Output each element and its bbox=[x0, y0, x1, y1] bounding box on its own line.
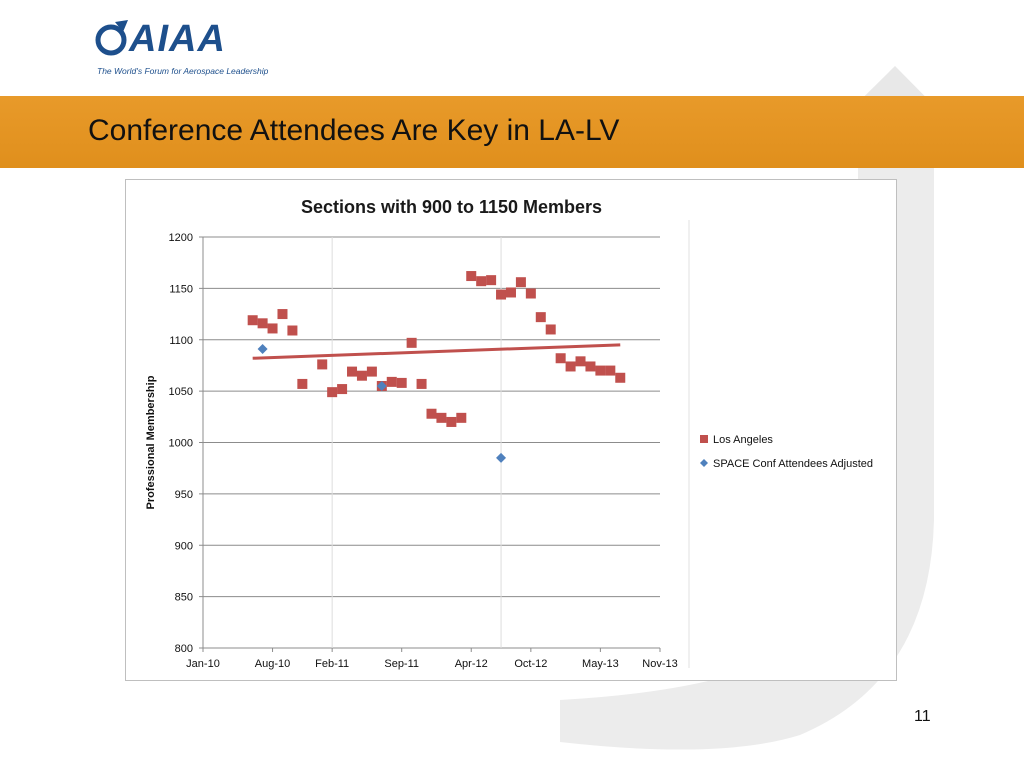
data-point-space-conf bbox=[376, 380, 387, 391]
data-point-los-angeles bbox=[545, 324, 556, 335]
data-point-los-angeles bbox=[486, 275, 497, 286]
trendline bbox=[252, 343, 621, 360]
data-point-los-angeles bbox=[496, 289, 507, 300]
y-tick-label: 850 bbox=[175, 592, 193, 604]
data-point-los-angeles bbox=[396, 377, 407, 388]
data-point-los-angeles bbox=[505, 287, 516, 298]
x-tick-label: Sep-11 bbox=[384, 658, 419, 670]
legend-marker-los-angeles bbox=[700, 435, 708, 443]
legend-label-space-conf: SPACE Conf Attendees Adjusted bbox=[713, 458, 873, 470]
data-point-los-angeles bbox=[525, 288, 536, 299]
data-point-los-angeles bbox=[267, 323, 278, 334]
x-tick-label: Apr-12 bbox=[455, 658, 488, 670]
data-point-los-angeles bbox=[456, 412, 467, 423]
data-point-los-angeles bbox=[356, 370, 367, 381]
data-point-los-angeles bbox=[406, 337, 417, 348]
data-point-los-angeles bbox=[585, 361, 596, 372]
x-tick-label: May-13 bbox=[582, 658, 619, 670]
data-point-los-angeles bbox=[416, 378, 427, 389]
y-tick-label: 1200 bbox=[169, 232, 193, 244]
data-point-los-angeles bbox=[555, 353, 566, 364]
data-point-los-angeles bbox=[426, 408, 437, 419]
aiaa-logo-mark-icon bbox=[95, 20, 128, 56]
scatter-chart: Sections with 900 to 1150 Members 800 850 9… bbox=[145, 197, 873, 670]
data-point-los-angeles bbox=[287, 325, 298, 336]
data-point-los-angeles bbox=[535, 312, 546, 323]
title-band bbox=[0, 96, 1024, 168]
data-point-los-angeles bbox=[565, 361, 576, 372]
data-point-los-angeles bbox=[317, 359, 328, 370]
slide-title: Conference Attendees Are Key in LA-LV bbox=[88, 114, 620, 147]
y-tick-label: 800 bbox=[175, 643, 193, 655]
data-point-los-angeles bbox=[386, 376, 397, 387]
x-tick-label: Jan-10 bbox=[186, 658, 220, 670]
x-tick-label: Oct-12 bbox=[514, 658, 547, 670]
logo-text: AIAA bbox=[129, 18, 226, 60]
data-point-los-angeles bbox=[277, 309, 288, 320]
data-point-los-angeles bbox=[515, 277, 526, 288]
y-tick-label: 1150 bbox=[169, 283, 193, 295]
y-axis-label: Professional Membership bbox=[145, 375, 157, 509]
data-point-los-angeles bbox=[257, 318, 268, 329]
logo-tagline: The World's Forum for Aerospace Leadersh… bbox=[97, 66, 269, 76]
y-tick-label: 1100 bbox=[169, 335, 193, 347]
y-tick-label: 1050 bbox=[169, 386, 193, 398]
x-tick-label: Nov-13 bbox=[642, 658, 677, 670]
data-point-los-angeles bbox=[297, 378, 308, 389]
data-point-los-angeles bbox=[347, 366, 358, 377]
aiaa-logo: AIAA The World's Forum for Aerospace Lea… bbox=[95, 18, 269, 80]
data-point-los-angeles bbox=[476, 276, 487, 287]
x-tick-label: Aug-10 bbox=[255, 658, 290, 670]
y-tick-label: 950 bbox=[175, 489, 193, 501]
chart-title: Sections with 900 to 1150 Members bbox=[301, 197, 602, 217]
legend-label-los-angeles: Los Angeles bbox=[713, 434, 773, 446]
data-point-los-angeles bbox=[446, 416, 457, 427]
data-point-los-angeles bbox=[327, 387, 338, 398]
data-point-los-angeles bbox=[605, 365, 616, 376]
x-tick-label: Feb-11 bbox=[315, 658, 349, 670]
page-number: 11 bbox=[914, 708, 931, 725]
data-point-space-conf bbox=[496, 452, 507, 463]
data-point-los-angeles bbox=[595, 365, 606, 376]
chart-frame: Sections with 900 to 1150 Members 800 850 9… bbox=[125, 179, 897, 681]
data-point-los-angeles bbox=[615, 372, 626, 383]
data-point-los-angeles bbox=[436, 412, 447, 423]
data-point-los-angeles bbox=[575, 356, 586, 367]
data-point-los-angeles bbox=[337, 384, 348, 395]
legend-marker-space-conf bbox=[700, 459, 708, 467]
data-point-los-angeles bbox=[466, 271, 477, 282]
data-point-los-angeles bbox=[247, 315, 258, 326]
y-tick-label: 900 bbox=[175, 540, 193, 552]
y-tick-label: 1000 bbox=[169, 438, 193, 450]
data-point-space-conf bbox=[257, 343, 268, 354]
data-point-los-angeles bbox=[366, 366, 377, 377]
